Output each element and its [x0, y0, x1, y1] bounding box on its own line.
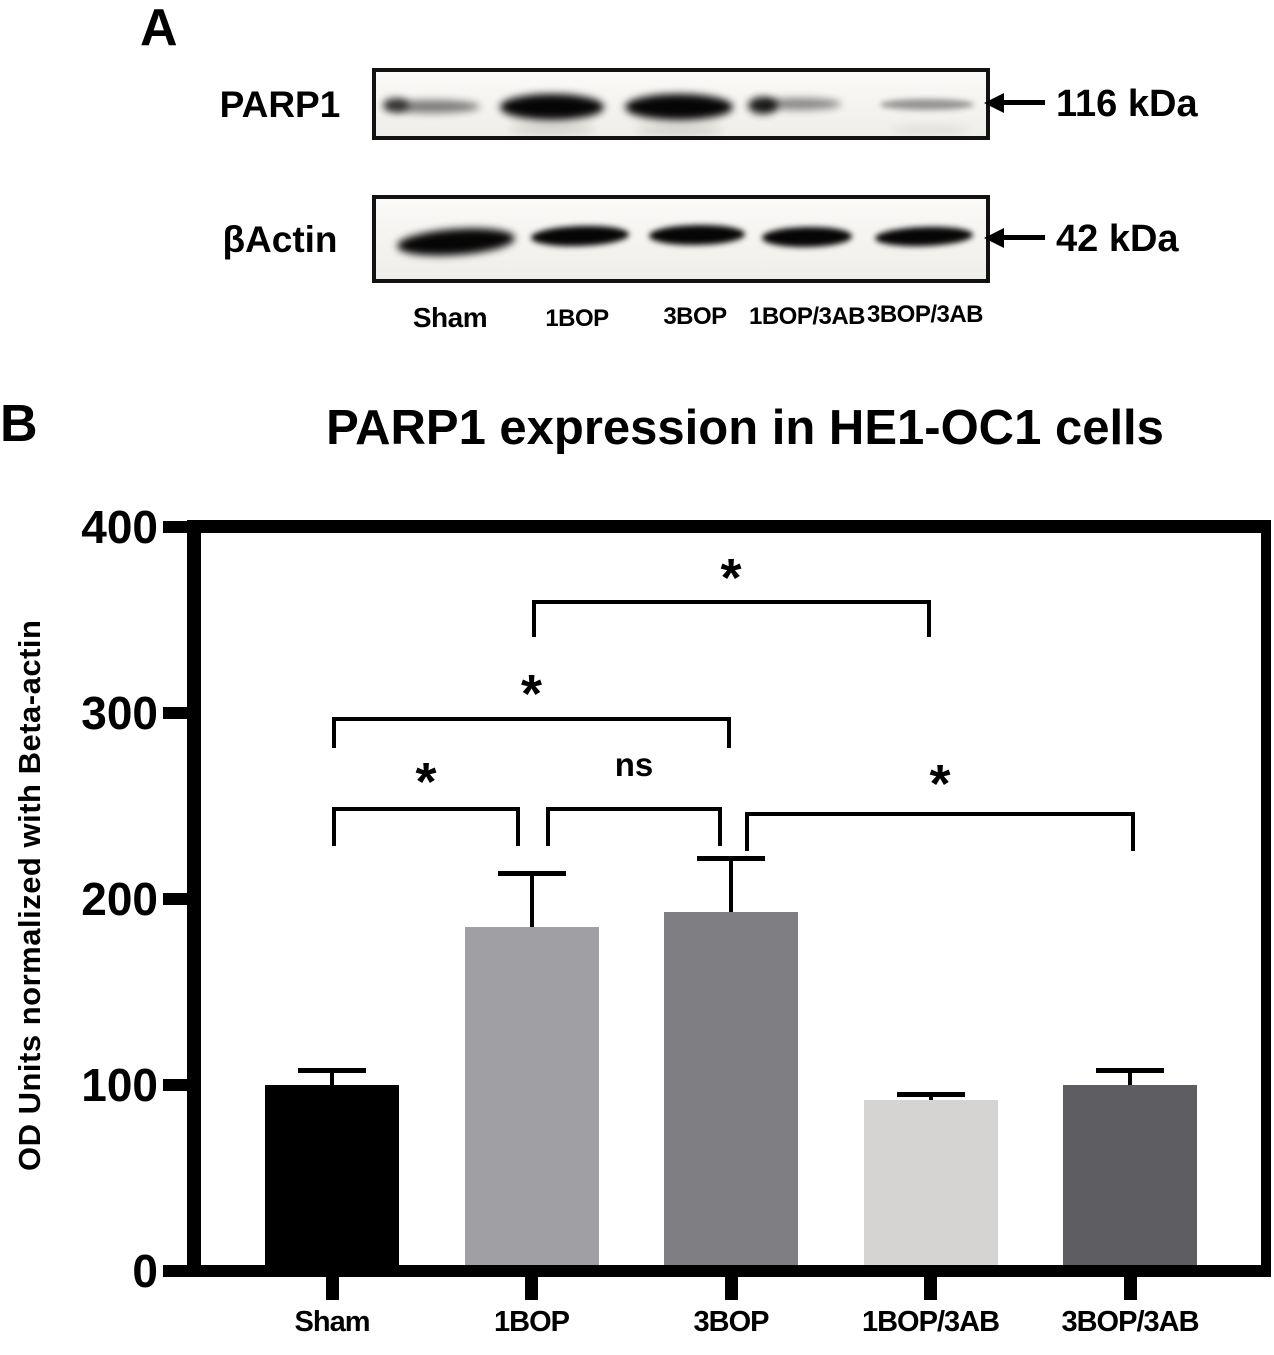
significance-label-Sham-vs-3BOP: * — [520, 664, 543, 724]
y-tick-label: 100 — [81, 1059, 158, 1111]
y-tick-label: 0 — [132, 1245, 158, 1297]
x-category-label-3BOP: 3BOP — [693, 1306, 770, 1338]
y-tick — [163, 1079, 187, 1091]
y-tick — [163, 521, 187, 533]
y-tick — [163, 707, 187, 719]
significance-label-1BOP-vs-1BOP/3AB: * — [720, 548, 742, 608]
error-bar-cap — [896, 1092, 965, 1098]
error-bar-cap — [298, 1068, 366, 1074]
bar-1BOP — [464, 926, 599, 1265]
parp1-band — [509, 124, 595, 134]
left-arrow-icon — [984, 228, 1004, 248]
bar-1BOP/3AB — [863, 1099, 998, 1265]
parp1-band — [759, 98, 841, 110]
x-category-label-1BOP: 1BOP — [494, 1306, 570, 1338]
comparison-bracket-Sham-vs-3BOP — [332, 717, 731, 748]
lane-label-3bop3ab: 3BOP/3AB — [866, 301, 984, 328]
error-bar-line — [1128, 1070, 1132, 1085]
parp1-band — [383, 98, 409, 112]
parp1-band — [890, 126, 970, 134]
comparison-bracket-Sham-vs-1BOP — [332, 807, 520, 846]
bar-Sham — [265, 1085, 399, 1265]
y-tick — [163, 893, 187, 905]
error-bar-line — [529, 872, 534, 927]
parp1-band — [625, 94, 733, 120]
parp1-band — [880, 98, 974, 110]
bar-3BOP/3AB — [1063, 1085, 1197, 1265]
error-bar-cap — [497, 870, 566, 876]
significance-label-Sham-vs-1BOP: * — [415, 752, 437, 812]
arrow-shaft — [1001, 235, 1045, 240]
error-bar-cap — [1096, 1068, 1164, 1074]
beta-actin-protein-label: βActin — [222, 219, 338, 260]
lane-label-sham: Sham — [412, 302, 488, 333]
significance-label-1BOP-vs-3BOP: ns — [614, 746, 654, 783]
y-tick — [163, 1265, 187, 1277]
x-tick — [924, 1277, 937, 1300]
x-category-label-Sham: Sham — [294, 1306, 371, 1338]
comparison-bracket-3BOP-vs-3BOP/3AB — [745, 812, 1135, 851]
panel-b-label: B — [0, 395, 38, 453]
error-bar-line — [729, 858, 733, 913]
comparison-bracket-1BOP-vs-3BOP — [546, 807, 722, 846]
y-tick-label: 300 — [81, 687, 158, 739]
significance-label-3BOP-vs-3BOP/3AB: * — [929, 754, 951, 814]
arrow-shaft — [1001, 100, 1045, 105]
parp1-protein-label: PARP1 — [219, 84, 341, 125]
x-tick — [325, 1277, 339, 1300]
parp1-band — [500, 94, 604, 120]
error-bar-line — [330, 1070, 334, 1085]
lane-label-1bop3ab: 1BOP/3AB — [748, 303, 866, 330]
bar-3BOP — [664, 912, 798, 1265]
marker-42kda-label: 42 kDa — [1056, 218, 1179, 260]
x-category-label-1BOP/3AB: 1BOP/3AB — [861, 1306, 1000, 1338]
chart-title: PARP1 expression in HE1-OC1 cells — [326, 401, 1164, 455]
x-tick — [724, 1277, 738, 1300]
parp1-band — [748, 96, 778, 114]
parp1-band — [635, 125, 723, 135]
x-category-label-3BOP/3AB: 3BOP/3AB — [1061, 1306, 1199, 1338]
y-tick-label: 200 — [81, 873, 158, 925]
x-tick — [1123, 1277, 1137, 1300]
plot-frame — [187, 520, 1271, 1277]
left-arrow-icon — [984, 93, 1004, 113]
error-bar-cap — [697, 856, 765, 862]
comparison-bracket-1BOP-vs-1BOP/3AB — [531, 600, 931, 637]
panel-a-label: A — [140, 0, 178, 57]
lane-label-1bop: 1BOP — [545, 305, 609, 332]
y-tick-label: 400 — [81, 501, 158, 553]
x-tick — [525, 1277, 538, 1300]
marker-116kda-label: 116 kDa — [1056, 83, 1198, 125]
lane-label-3bop: 3BOP — [663, 303, 727, 330]
